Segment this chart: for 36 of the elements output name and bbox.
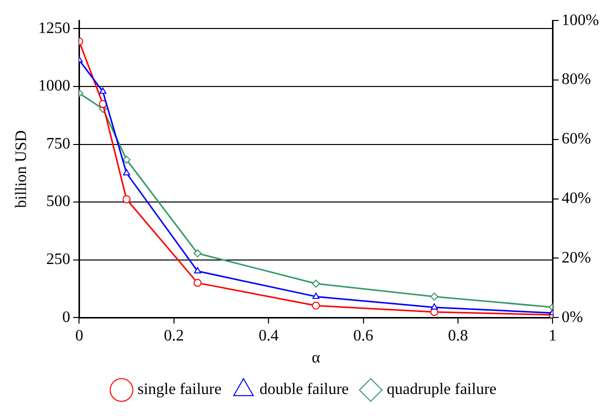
y-tick-label: 1000 <box>38 78 70 95</box>
y2-tick-label: 0% <box>562 308 583 326</box>
point <box>99 88 106 94</box>
y-tick-label: 750 <box>46 135 70 152</box>
legend-label: double failure <box>259 381 349 398</box>
point <box>122 156 131 164</box>
point <box>430 303 438 310</box>
y2-tick-label: 40% <box>562 190 591 208</box>
x-tick-label: 0.2 <box>164 327 184 344</box>
legend-label: quadruple failure <box>386 381 497 398</box>
y2-tick-label: 100% <box>562 12 599 29</box>
point <box>194 267 202 274</box>
legend-label: single failure <box>138 381 222 398</box>
point <box>194 278 202 287</box>
x-tick-label: 0 <box>75 327 84 344</box>
point <box>312 302 320 310</box>
point <box>123 169 130 176</box>
point <box>312 292 320 299</box>
y-tick-label: 500 <box>46 193 70 210</box>
point <box>98 100 107 108</box>
y2-tick-label: 80% <box>562 71 591 88</box>
point <box>194 249 202 258</box>
y-axis-title: billion USD <box>12 130 30 208</box>
x-tick-label: 0.6 <box>353 327 374 344</box>
point <box>430 292 438 301</box>
y-tick-label: 0 <box>62 308 70 326</box>
y-tick-label: 1250 <box>38 20 70 37</box>
x-tick-label: 0.8 <box>448 327 468 344</box>
point <box>122 195 131 204</box>
y2-tick-label: 20% <box>562 249 591 266</box>
y2-tick-label: 60% <box>562 130 591 148</box>
x-tick-label: 1 <box>548 327 557 344</box>
y-tick-label: 250 <box>46 251 70 268</box>
point <box>312 280 320 288</box>
x-axis-title: α <box>312 350 321 367</box>
x-tick-label: 0.4 <box>258 327 279 344</box>
